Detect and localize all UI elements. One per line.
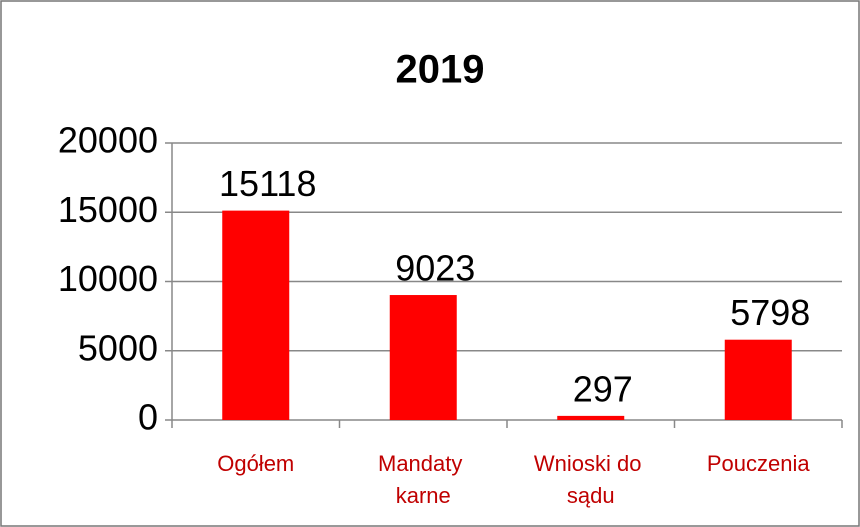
x-tick-label: Pouczenia [707, 451, 811, 476]
y-tick-label: 0 [138, 397, 158, 438]
y-tick-label: 5000 [78, 327, 158, 368]
y-tick-label: 10000 [58, 258, 158, 299]
bar [389, 295, 457, 420]
x-tick-label: Mandaty karne [378, 451, 469, 508]
data-label: 15118 [219, 163, 316, 204]
x-tick-label: Wnioski do sądu [534, 451, 648, 508]
chart-title: 2019 [396, 48, 485, 92]
data-label: 297 [573, 368, 633, 409]
bar [724, 339, 792, 420]
x-tick-label: Ogółem [217, 451, 294, 476]
bar [557, 415, 625, 420]
data-label: 5798 [730, 292, 810, 333]
y-tick-label: 20000 [58, 120, 158, 161]
y-tick-label: 15000 [58, 189, 158, 230]
bar [222, 210, 290, 420]
data-label: 9023 [395, 248, 475, 289]
